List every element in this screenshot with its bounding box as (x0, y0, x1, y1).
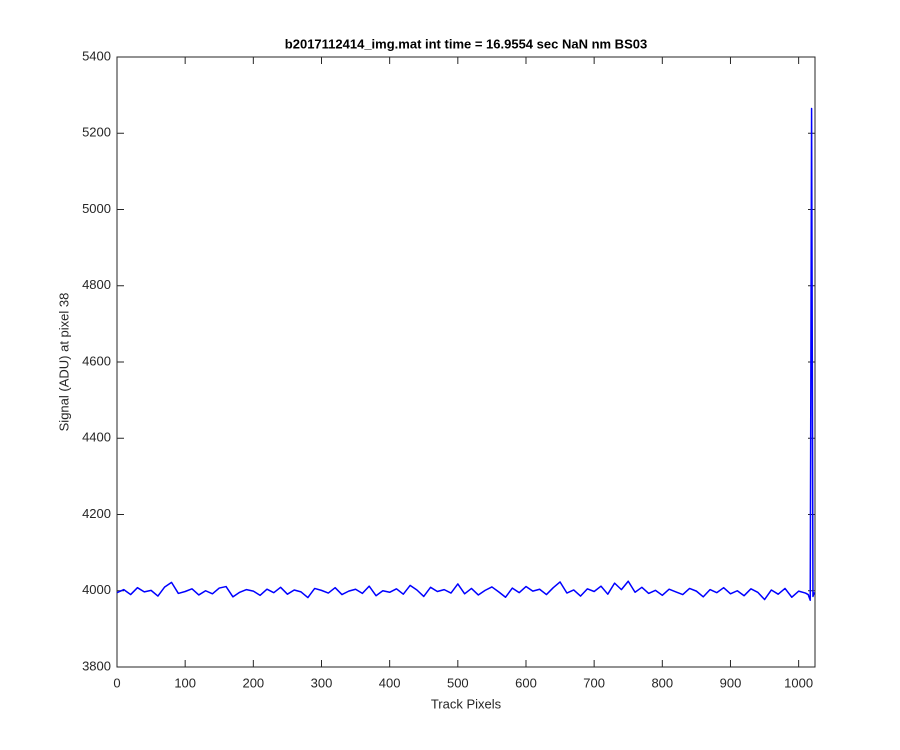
y-tick-label: 4600 (82, 353, 111, 368)
plot-frame (116, 56, 816, 668)
x-tick-label: 1000 (784, 675, 813, 690)
y-axis-label: Signal (ADU) at pixel 38 (56, 293, 71, 432)
data-line (116, 107, 816, 602)
y-tick-label: 4400 (82, 430, 111, 445)
y-tick-label: 4000 (82, 582, 111, 597)
x-tick-label: 100 (174, 675, 196, 690)
y-tick-label: 5000 (82, 201, 111, 216)
x-tick-label: 300 (311, 675, 333, 690)
y-tick-label: 5400 (82, 48, 111, 63)
y-tick-label: 4800 (82, 277, 111, 292)
x-tick-label: 700 (583, 675, 605, 690)
x-tick-label: 800 (651, 675, 673, 690)
y-tick-label: 4200 (82, 506, 111, 521)
x-tick-label: 600 (515, 675, 537, 690)
x-tick-label: 0 (113, 675, 120, 690)
x-axis-label: Track Pixels (431, 696, 502, 711)
x-tick-label: 200 (242, 675, 264, 690)
x-tick-label: 400 (379, 675, 401, 690)
y-tick-label: 5200 (82, 125, 111, 140)
x-tick-label: 500 (447, 675, 469, 690)
chart-title: b2017112414_img.mat int time = 16.9554 s… (285, 36, 647, 51)
y-tick-label: 3800 (82, 658, 111, 673)
x-tick-label: 900 (720, 675, 742, 690)
